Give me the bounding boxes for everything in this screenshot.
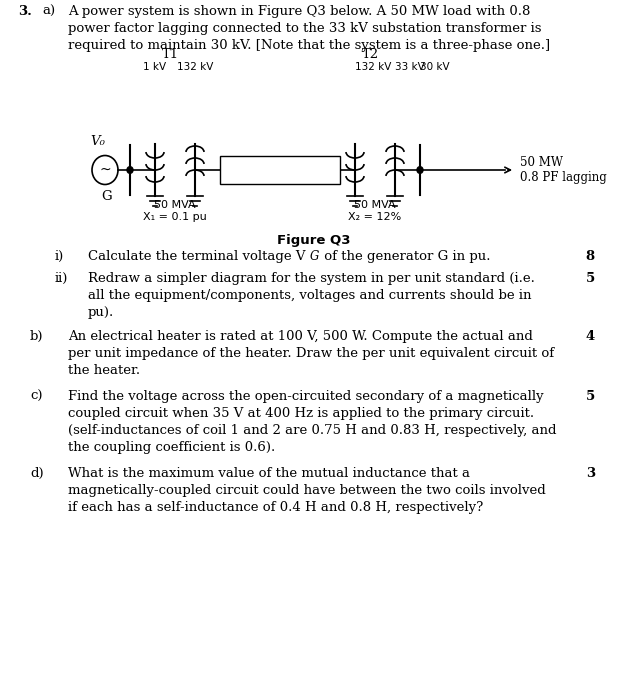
Text: 4: 4 bbox=[586, 330, 595, 343]
Text: a): a) bbox=[42, 5, 55, 18]
Text: d): d) bbox=[30, 467, 43, 480]
Text: the heater.: the heater. bbox=[68, 364, 140, 377]
Text: c): c) bbox=[30, 390, 43, 403]
Text: Redraw a simpler diagram for the system in per unit standard (i.e.: Redraw a simpler diagram for the system … bbox=[88, 272, 535, 285]
Text: coupled circuit when 35 V at 400 Hz is applied to the primary circuit.: coupled circuit when 35 V at 400 Hz is a… bbox=[68, 407, 534, 420]
Text: 3: 3 bbox=[586, 467, 595, 480]
Text: (self-inductances of coil 1 and 2 are 0.75 H and 0.83 H, respectively, and: (self-inductances of coil 1 and 2 are 0.… bbox=[68, 424, 556, 437]
Text: if each has a self-inductance of 0.4 H and 0.8 H, respectively?: if each has a self-inductance of 0.4 H a… bbox=[68, 501, 484, 514]
Text: per unit impedance of the heater. Draw the per unit equivalent circuit of: per unit impedance of the heater. Draw t… bbox=[68, 347, 554, 360]
Text: 50 MVA: 50 MVA bbox=[154, 200, 196, 210]
Text: b): b) bbox=[30, 330, 43, 343]
Text: ~: ~ bbox=[99, 163, 111, 177]
Text: G: G bbox=[310, 250, 320, 263]
Text: Line: Line bbox=[269, 170, 291, 180]
Text: magnetically-coupled circuit could have between the two coils involved: magnetically-coupled circuit could have … bbox=[68, 484, 546, 497]
Text: T2: T2 bbox=[362, 48, 379, 61]
Text: 8: 8 bbox=[586, 250, 595, 263]
Text: 3.: 3. bbox=[18, 5, 32, 18]
Text: power factor lagging connected to the 33 kV substation transformer is: power factor lagging connected to the 33… bbox=[68, 22, 541, 35]
Text: 132 kV: 132 kV bbox=[177, 62, 213, 72]
Text: X₂ = 12%: X₂ = 12% bbox=[349, 212, 402, 222]
Text: Find the voltage across the open-circuited secondary of a magnetically: Find the voltage across the open-circuit… bbox=[68, 390, 544, 403]
Text: all the equipment/components, voltages and currents should be in: all the equipment/components, voltages a… bbox=[88, 289, 531, 302]
Text: Figure Q3: Figure Q3 bbox=[277, 234, 351, 247]
Text: T1: T1 bbox=[161, 48, 178, 61]
Text: 30 kV: 30 kV bbox=[420, 62, 450, 72]
Text: V₀: V₀ bbox=[90, 135, 105, 148]
Text: 33 kV: 33 kV bbox=[395, 62, 425, 72]
Text: 132 kV: 132 kV bbox=[355, 62, 391, 72]
Text: i): i) bbox=[55, 250, 64, 263]
Text: What is the maximum value of the mutual inductance that a: What is the maximum value of the mutual … bbox=[68, 467, 470, 480]
Text: the coupling coefficient is 0.6).: the coupling coefficient is 0.6). bbox=[68, 441, 275, 454]
Text: A power system is shown in Figure Q3 below. A 50 MW load with 0.8: A power system is shown in Figure Q3 bel… bbox=[68, 5, 531, 18]
Text: 5: 5 bbox=[586, 390, 595, 403]
Text: of the generator G in pu.: of the generator G in pu. bbox=[320, 250, 490, 263]
Text: 0.8 PF lagging: 0.8 PF lagging bbox=[520, 172, 607, 185]
Text: 50 MW: 50 MW bbox=[520, 155, 563, 169]
Text: required to maintain 30 kV. [Note that the system is a three-phase one.]: required to maintain 30 kV. [Note that t… bbox=[68, 39, 550, 52]
Text: 50 MVA: 50 MVA bbox=[354, 200, 396, 210]
Text: pu).: pu). bbox=[88, 306, 114, 319]
Text: j100 Ω: j100 Ω bbox=[263, 160, 297, 170]
Text: X₁ = 0.1 pu: X₁ = 0.1 pu bbox=[143, 212, 207, 222]
Text: G: G bbox=[101, 190, 112, 203]
Text: ii): ii) bbox=[55, 272, 68, 285]
Text: An electrical heater is rated at 100 V, 500 W. Compute the actual and: An electrical heater is rated at 100 V, … bbox=[68, 330, 533, 343]
Text: 1 kV: 1 kV bbox=[143, 62, 166, 72]
Text: 5: 5 bbox=[586, 272, 595, 285]
Text: Calculate the terminal voltage V: Calculate the terminal voltage V bbox=[88, 250, 305, 263]
